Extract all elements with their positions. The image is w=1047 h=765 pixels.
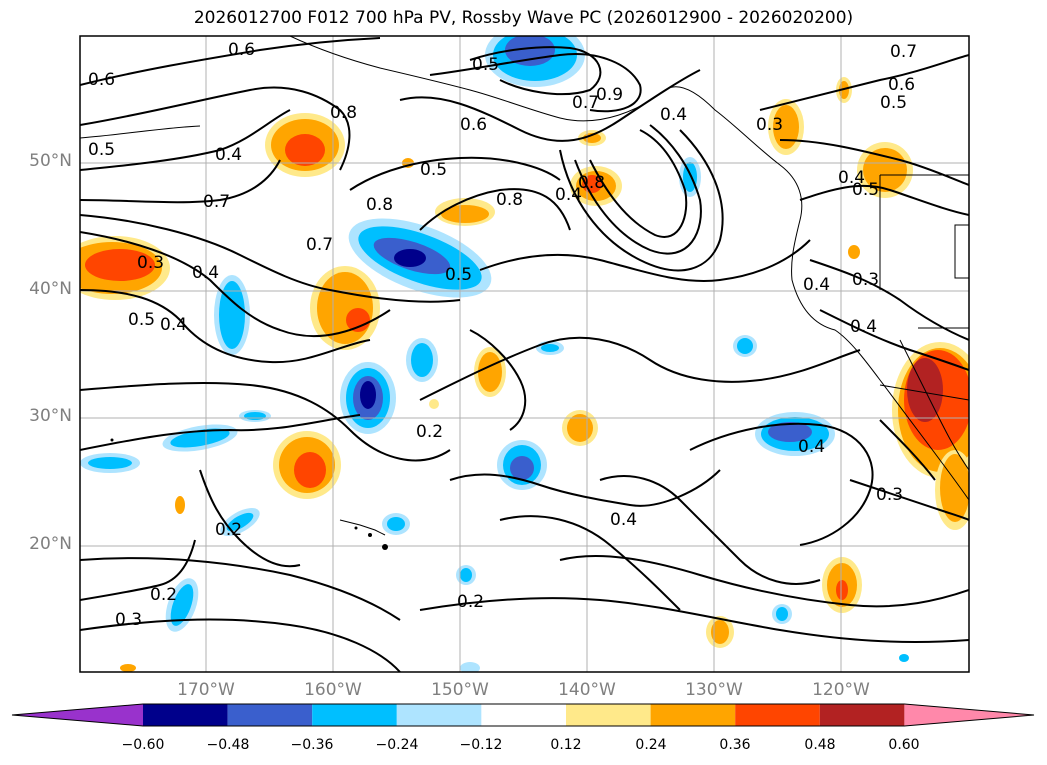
- contour-label: 0.4: [215, 145, 242, 165]
- lon-label-140w: 140°W: [558, 680, 616, 700]
- map-title: 2026012700 F012 700 hPa PV, Rossby Wave …: [193, 8, 854, 28]
- contour-label: 0.4: [798, 437, 825, 457]
- contour-label: 0.7: [203, 192, 230, 212]
- colorbar-tick: 0.36: [719, 737, 751, 753]
- lon-label-120w: 120°W: [812, 680, 870, 700]
- coastlines: [80, 36, 969, 536]
- colorbar-segment: [143, 704, 228, 726]
- colorbar-tick: 0.48: [804, 737, 836, 753]
- islands: [110, 438, 388, 550]
- contour-label: 0.7: [306, 235, 333, 255]
- contour-labels: 0.6 0.6 0.5 0.4 0.8 0.7 0.8 0.7 0.3 0.4 …: [88, 40, 917, 630]
- contour-label: 0.4: [610, 510, 637, 530]
- contour-label: 0.3: [137, 253, 164, 273]
- colorbar: [11, 703, 1035, 727]
- colorbar-extend-left: [12, 704, 143, 726]
- contour-label: 0.7: [572, 93, 599, 113]
- lon-label-130w: 130°W: [685, 680, 743, 700]
- colorbar-segment: [312, 704, 397, 726]
- lat-label-20n: 20°N: [29, 534, 72, 554]
- contour-label: 0.4: [660, 105, 687, 125]
- contour-label: 0.8: [366, 195, 393, 215]
- lat-label-50n: 50°N: [29, 151, 72, 171]
- colorbar-segment: [481, 704, 566, 726]
- contour-label: 0.4: [850, 317, 877, 337]
- contour-label: 0.5: [880, 93, 907, 113]
- lon-label-160w: 160°W: [304, 680, 362, 700]
- colorbar-tick: −0.60: [121, 737, 165, 753]
- lat-label-30n: 30°N: [29, 406, 72, 426]
- lon-label-150w: 150°W: [431, 680, 489, 700]
- contour-label: 0.8: [496, 190, 523, 210]
- colorbar-tick: −0.48: [206, 737, 250, 753]
- colorbar-tick: 0.12: [550, 737, 582, 753]
- contour-label: 0.7: [890, 42, 917, 62]
- contour-label: 0.5: [852, 180, 879, 200]
- lat-label-40n: 40°N: [29, 279, 72, 299]
- contour-label: 0.5: [128, 310, 155, 330]
- contour-label: 0.2: [457, 592, 484, 612]
- gridlines: [80, 36, 969, 672]
- contour-label: 0.3: [876, 485, 903, 505]
- rossby-wave-shading: [80, 36, 969, 672]
- contour-label: 0.4: [838, 168, 865, 188]
- colorbar-segment: [650, 704, 736, 726]
- colorbar-segment: [396, 704, 482, 726]
- contour-label: 0.4: [803, 275, 830, 295]
- contour-label: 0.5: [88, 140, 115, 160]
- colorbar-tick: −0.36: [290, 737, 334, 753]
- contour-label: 0.2: [416, 422, 443, 442]
- colorbar-tick: −0.24: [375, 737, 419, 753]
- contour-label: 0.6: [228, 40, 255, 60]
- colorbar-tick: 0.24: [635, 737, 667, 753]
- colorbar-tick: 0.60: [888, 737, 920, 753]
- colorbar-segment: [735, 704, 820, 726]
- contour-label: 0.6: [460, 115, 487, 135]
- contour-label: 0.4: [160, 315, 187, 335]
- contour-label: 0.8: [578, 173, 605, 193]
- colorbar-segment: [227, 704, 313, 726]
- contour-label: 0.9: [596, 85, 623, 105]
- contour-label: 0.2: [150, 585, 177, 605]
- colorbar-extend-right: [904, 704, 1034, 726]
- contour-label: 0.6: [88, 70, 115, 90]
- colorbar-segment: [819, 704, 905, 726]
- lon-label-170w: 170°W: [177, 680, 235, 700]
- contour-label: 0.6: [888, 75, 915, 95]
- colorbar-segment: [566, 704, 651, 726]
- contour-label: 0.2: [215, 520, 242, 540]
- colorbar-tick: −0.12: [459, 737, 503, 753]
- map-frame: [79, 35, 970, 673]
- pv-contours: [80, 37, 969, 672]
- contour-label: 0.5: [445, 265, 472, 285]
- contour-label: 0.8: [330, 103, 357, 123]
- contour-label: 0.4: [555, 185, 582, 205]
- contour-label: 0.4: [192, 263, 219, 283]
- contour-label: 0.3: [115, 610, 142, 630]
- contour-label: 0.3: [756, 115, 783, 135]
- contour-label: 0.5: [472, 55, 499, 75]
- contour-label: 0.3: [852, 270, 879, 290]
- contour-label: 0.5: [420, 160, 447, 180]
